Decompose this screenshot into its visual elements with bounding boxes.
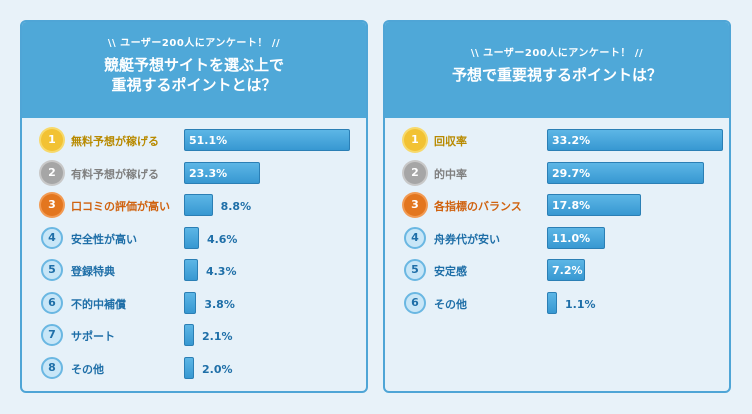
ranking-value: 1.1% <box>565 297 596 311</box>
ranking-row: 6 その他 1.1% <box>385 291 729 317</box>
ranking-bar <box>184 161 260 184</box>
rank-medal-silver-icon: 2 <box>404 161 426 184</box>
ranking-label: その他 <box>71 362 104 376</box>
ranking-row: 4 舟券代が安い 11.0% <box>385 226 729 252</box>
ranking-value: 33.2% <box>552 134 591 147</box>
ranking-bar <box>184 129 350 151</box>
ranking-label: 舟券代が安い <box>434 232 500 246</box>
ranking-value: 2.0% <box>202 362 233 376</box>
ranking-bar <box>547 161 705 184</box>
ranking-row: 7 サポート 2.1% <box>22 323 366 349</box>
ranking-row: 3 各指標のバランス 17.8% <box>385 193 729 219</box>
ranking-label: 登録特典 <box>71 265 115 278</box>
ranking-row: 2 有料予想が稼げる 23.3% <box>22 161 366 187</box>
ranking-label: 有料予想が稼げる <box>71 167 159 181</box>
right-panel-title: 予想で重要視するポイントは？ <box>385 65 729 85</box>
ranking-value: 8.8% <box>220 200 252 213</box>
ranking-value: 4.3% <box>205 265 237 278</box>
rank-circle-icon: 5 <box>404 259 426 281</box>
right-panel-subtitle: \\ ユーザー200人にアンケート！ // <box>470 48 644 59</box>
ranking-row: 4 安全性が高い 4.6% <box>22 226 366 252</box>
ranking-bar <box>184 291 197 314</box>
ranking-bar <box>184 324 194 346</box>
rank-medal-gold-icon: 1 <box>404 129 426 151</box>
ranking-value: 11.0% <box>552 231 591 245</box>
ranking-value: 17.8% <box>552 199 591 212</box>
ranking-bar <box>547 291 557 314</box>
ranking-row: 5 安定感 7.2% <box>385 258 729 284</box>
ranking-row: 2 的中率 29.7% <box>385 161 729 187</box>
ranking-bar <box>184 226 199 249</box>
rank-medal-bronze-icon: 3 <box>41 194 63 216</box>
left-survey-panel: \\ ユーザー200人にアンケート！ // 競艇予想サイトを選ぶ上で 重視するポ… <box>20 20 368 393</box>
ranking-value: 2.1% <box>202 330 233 343</box>
ranking-value: 3.8% <box>204 297 235 311</box>
right-panel-header: \\ ユーザー200人にアンケート！ // 予想で重要視するポイントは？ <box>385 22 729 118</box>
left-title-line-1: 競艇予想サイトを選ぶ上で <box>103 56 284 74</box>
rank-circle-icon: 6 <box>404 291 426 314</box>
ranking-bar <box>547 226 606 249</box>
ranking-row: 3 口コミの評価が高い 8.8% <box>22 193 366 219</box>
ranking-row: 6 不的中補償 3.8% <box>22 291 366 317</box>
right-title-line-1: 予想で重要視するポイントは？ <box>451 66 662 84</box>
ranking-label: 回収率 <box>434 135 467 148</box>
right-survey-panel: \\ ユーザー200人にアンケート！ // 予想で重要視するポイントは？ 1 回収… <box>383 20 731 393</box>
ranking-label: 各指標のバランス <box>434 200 522 213</box>
ranking-row: 1 無料予想が稼げる 51.1% <box>22 128 366 154</box>
ranking-value: 7.2% <box>552 264 583 277</box>
ranking-label: 不的中補償 <box>71 297 126 311</box>
ranking-bar <box>184 194 213 216</box>
rank-circle-icon: 4 <box>41 226 63 249</box>
ranking-value: 4.6% <box>206 232 238 246</box>
ranking-label: その他 <box>434 297 467 311</box>
ranking-row: 1 回収率 33.2% <box>385 128 729 154</box>
ranking-row: 5 登録特典 4.3% <box>22 258 366 284</box>
ranking-value: 51.1% <box>189 134 228 147</box>
ranking-bar <box>184 259 198 281</box>
ranking-label: 的中率 <box>434 167 467 181</box>
ranking-label: 無料予想が稼げる <box>71 135 159 148</box>
rank-circle-icon: 8 <box>41 356 63 379</box>
left-panel-header: \\ ユーザー200人にアンケート！ // 競艇予想サイトを選ぶ上で 重視するポ… <box>22 22 366 118</box>
rank-medal-silver-icon: 2 <box>41 161 63 184</box>
ranking-label: 口コミの評価が高い <box>71 200 170 213</box>
ranking-bar <box>184 356 194 379</box>
rank-circle-icon: 7 <box>41 324 63 346</box>
ranking-bar <box>547 129 723 151</box>
ranking-value: 29.7% <box>552 166 591 180</box>
ranking-label: 安定感 <box>434 265 467 278</box>
rank-medal-bronze-icon: 3 <box>404 194 426 216</box>
left-panel-title: 競艇予想サイトを選ぶ上で 重視するポイントとは？ <box>22 55 366 95</box>
rank-medal-gold-icon: 1 <box>41 129 63 151</box>
ranking-row: 8 その他 2.0% <box>22 356 366 382</box>
ranking-label: サポート <box>71 330 115 343</box>
ranking-label: 安全性が高い <box>71 232 137 246</box>
rank-circle-icon: 5 <box>41 259 63 281</box>
left-title-line-2: 重視するポイントとは？ <box>111 76 277 94</box>
ranking-bar <box>547 259 586 281</box>
left-panel-subtitle: \\ ユーザー200人にアンケート！ // <box>107 38 281 49</box>
rank-circle-icon: 4 <box>404 226 426 249</box>
rank-circle-icon: 6 <box>41 291 63 314</box>
ranking-bar <box>547 194 642 216</box>
ranking-value: 23.3% <box>189 166 228 180</box>
